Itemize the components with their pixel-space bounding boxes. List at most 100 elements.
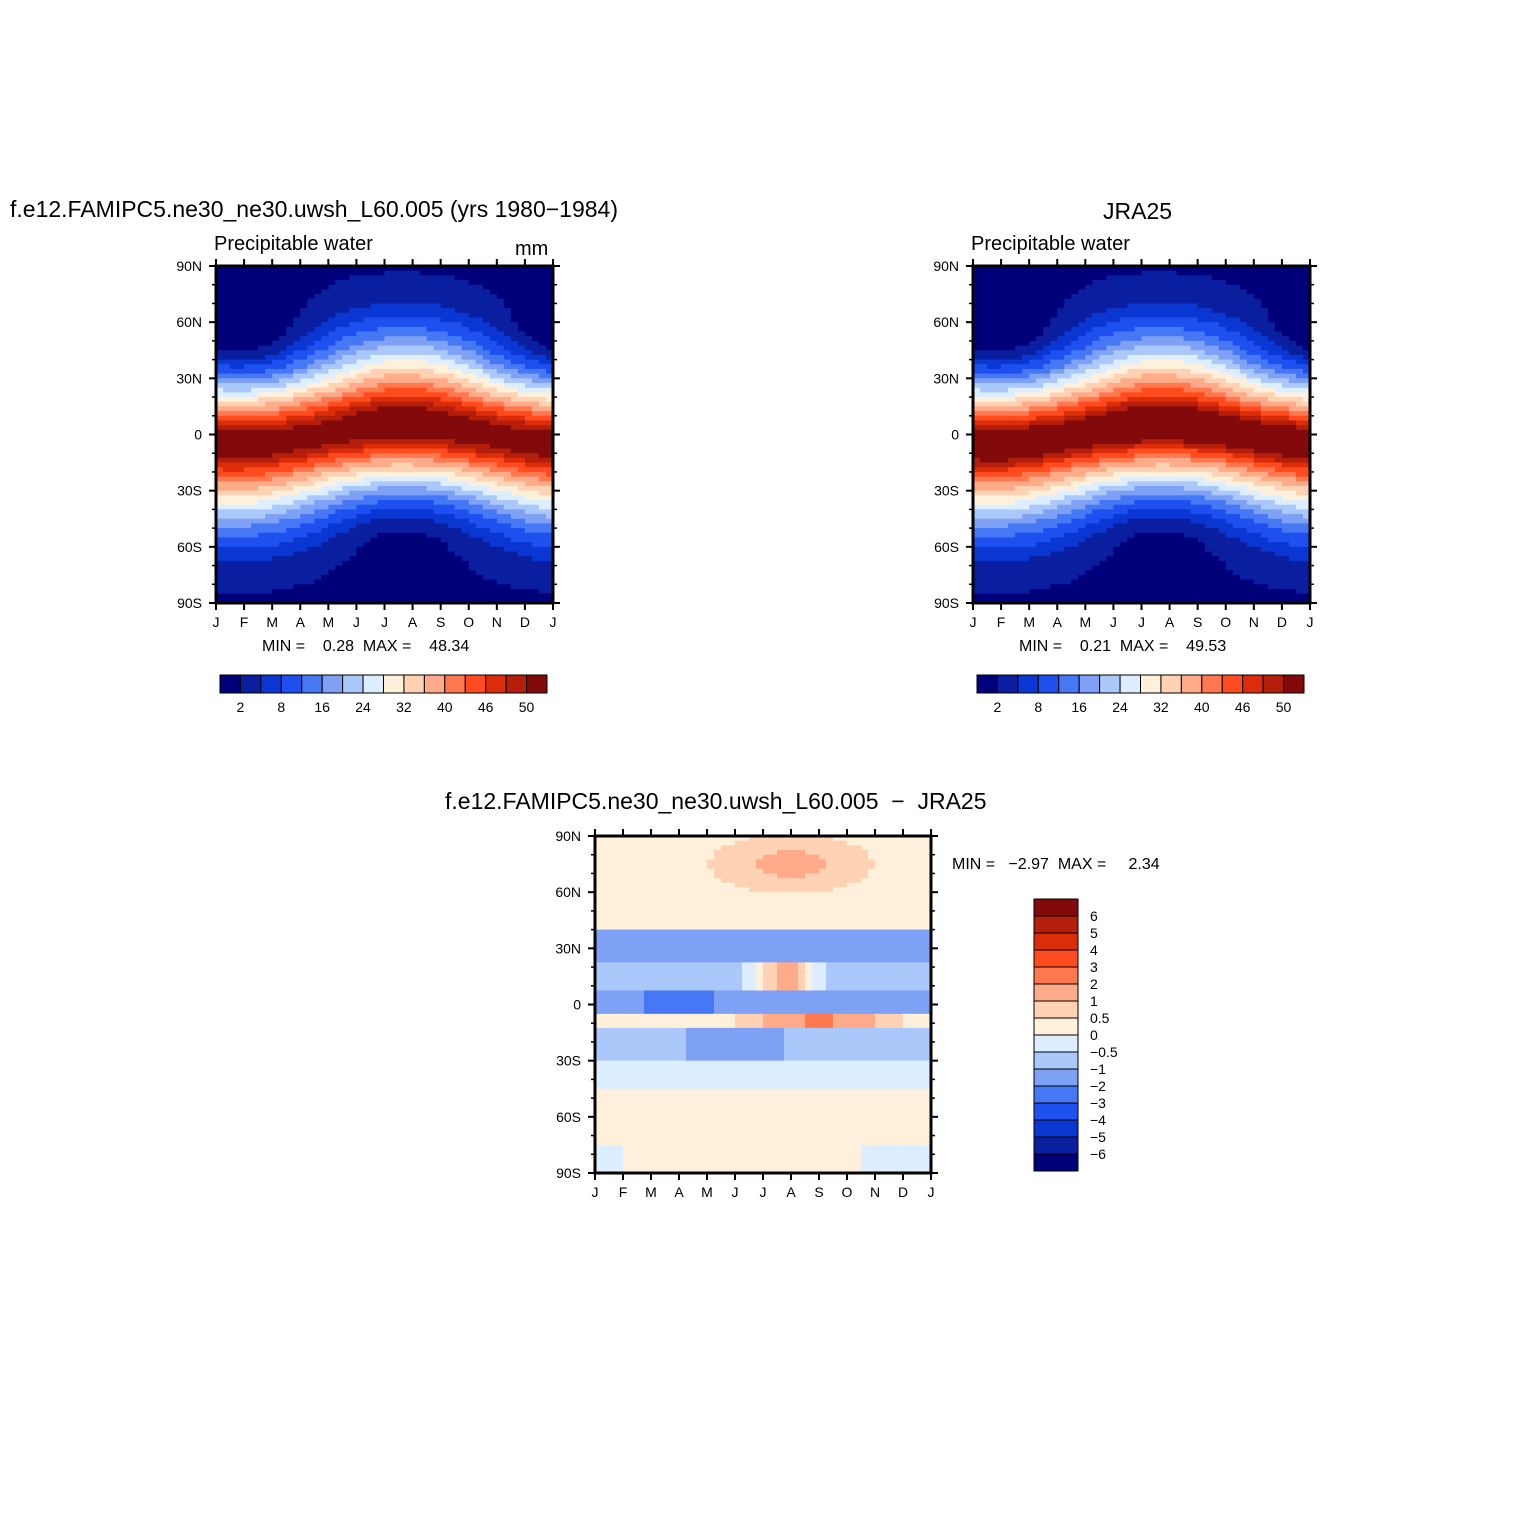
field-cell [223,373,231,379]
field-cell [244,514,252,520]
field-cell [1134,289,1143,295]
field-cell [461,532,470,539]
field-cell [482,434,491,440]
field-cell [489,500,498,506]
field-cell [223,383,231,389]
field-cell [468,443,477,450]
field-cell [230,457,238,464]
field-cell [328,411,336,417]
field-cell [1239,364,1248,370]
field-cell [300,415,308,422]
field-cell [223,368,231,375]
field-cell [349,373,358,379]
field-cell [328,266,336,272]
field-cell [1036,368,1044,375]
field-cell [426,373,435,379]
field-cell [524,584,533,590]
field-cell [1064,350,1072,356]
field-cell [251,368,259,375]
field-cell [461,551,470,557]
field-cell [230,579,238,585]
field-cell [405,373,414,379]
field-cell [482,509,491,515]
field-cell [1183,336,1192,342]
field-cell [433,387,442,393]
field-cell [1281,266,1290,272]
field-cell [1141,331,1150,337]
field-cell [293,354,301,361]
field-cell [328,312,336,319]
field-cell [1176,270,1185,276]
field-cell [1267,270,1276,276]
field-cell [1036,322,1044,328]
field-cell [503,556,512,562]
field-cell [391,401,400,408]
field-cell [475,420,484,426]
field-cell [545,303,554,309]
field-cell [1015,275,1023,281]
field-cell [1155,312,1164,319]
field-cell [377,588,386,595]
field-cell [335,420,343,426]
field-cell [265,387,273,393]
field-cell [293,471,301,478]
field-cell [538,340,547,347]
field-cell [1281,392,1290,398]
field-cell [517,476,526,482]
field-cell [405,481,414,487]
field-cell [973,397,981,403]
field-cell [1197,378,1206,384]
field-cell [265,289,273,295]
field-cell [1015,266,1023,272]
field-cell [980,312,988,319]
field-cell [489,345,498,351]
field-cell [426,448,435,454]
field-cell [545,280,554,286]
field-cell [433,378,442,384]
field-cell [1085,387,1093,393]
field-cell [524,383,533,389]
field-cell [307,542,315,548]
field-cell [342,397,350,403]
field-cell [223,284,231,291]
field-cell [461,368,470,375]
field-cell [1302,266,1311,272]
field-cell [370,303,379,309]
field-cell [454,275,463,281]
field-cell [356,448,365,454]
field-cell [1029,392,1037,398]
field-cell [980,308,988,314]
field-cell [1029,326,1037,333]
field-cell [286,467,294,473]
field-cell [251,401,259,408]
field-cell [398,354,407,361]
field-cell [461,331,470,337]
field-cell [328,303,336,309]
field-cell [1015,289,1023,295]
field-cell [398,340,407,347]
field-cell [377,565,386,571]
field-cell [475,584,484,590]
field-cell [468,481,477,487]
field-cell [426,280,435,286]
field-cell [279,546,287,553]
field-cell [510,570,519,576]
field-cell [377,308,386,314]
field-cell [356,280,365,286]
field-cell [293,270,301,276]
field-cell [1134,275,1143,281]
field-cell [244,289,252,295]
field-cell [1001,294,1009,300]
field-cell [1155,368,1164,375]
field-cell [377,350,386,356]
field-cell [412,303,421,309]
field-cell [1267,331,1276,337]
field-cell [1120,266,1129,272]
field-cell [468,322,477,328]
field-cell [1162,317,1171,323]
field-cell [244,383,252,389]
field-cell [230,411,238,417]
field-cell [293,457,301,464]
field-cell [503,345,512,351]
field-cell [293,565,301,571]
